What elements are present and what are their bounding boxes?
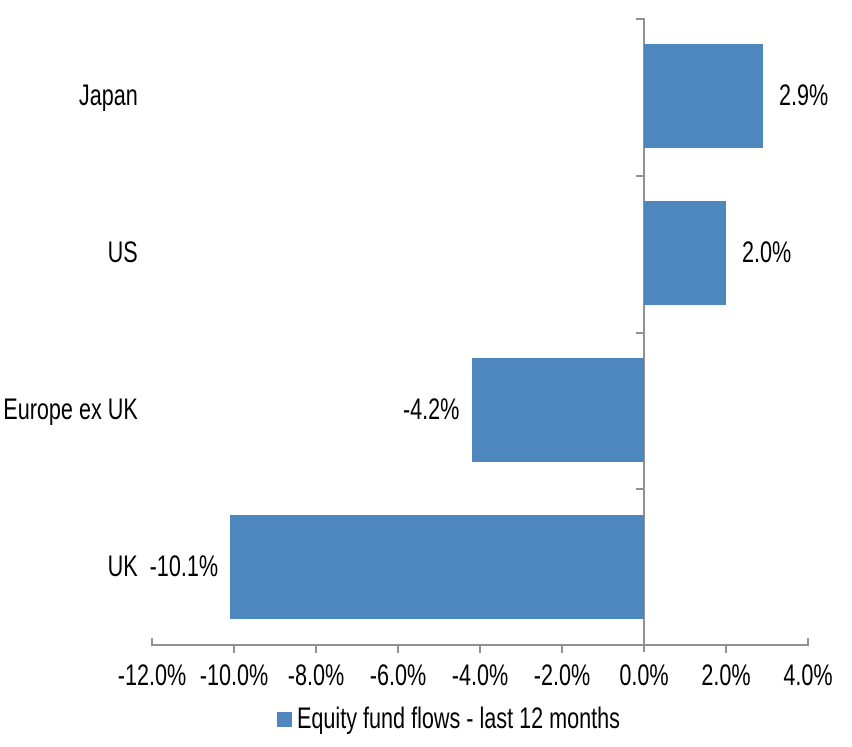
- bar-europe-ex-uk: [471, 357, 644, 462]
- x-axis-tick: [725, 646, 727, 653]
- value-label: -4.2%: [403, 392, 460, 426]
- x-axis-tick: [561, 646, 563, 653]
- x-axis-line: [151, 644, 809, 646]
- x-axis-tick: [315, 646, 317, 653]
- x-axis-end-notch: [151, 638, 153, 644]
- x-axis-tick: [233, 646, 235, 653]
- x-axis-tick: [397, 646, 399, 653]
- bar-uk: [229, 514, 644, 619]
- y-axis-tick: [636, 18, 643, 20]
- x-tick-label: 4.0%: [783, 659, 833, 692]
- y-axis-line: [643, 18, 645, 652]
- x-tick-label: -2.0%: [533, 659, 591, 692]
- category-label: Japan: [79, 79, 138, 113]
- x-tick-label: -10.0%: [199, 659, 269, 692]
- category-label: US: [107, 236, 138, 270]
- x-tick-label: -6.0%: [369, 659, 427, 692]
- legend-label: Equity fund flows - last 12 months: [297, 702, 620, 735]
- bar-japan: [644, 44, 763, 149]
- x-tick-label: -4.0%: [451, 659, 509, 692]
- category-label: Europe ex UK: [3, 392, 138, 426]
- x-axis-end-notch: [807, 638, 809, 644]
- legend-marker-square: [277, 711, 292, 727]
- legend: Equity fund flows - last 12 months: [277, 702, 746, 735]
- x-tick-label: -8.0%: [287, 659, 345, 692]
- value-label: 2.9%: [778, 79, 829, 113]
- y-axis-tick: [636, 174, 643, 177]
- value-label: -10.1%: [149, 549, 218, 583]
- value-label: 2.0%: [742, 236, 792, 270]
- x-axis-tick: [479, 646, 481, 653]
- x-tick-label: -12.0%: [117, 659, 187, 692]
- y-axis-tick: [636, 488, 643, 491]
- x-tick-label: 2.0%: [701, 659, 751, 692]
- y-axis-tick: [636, 331, 643, 334]
- bar-us: [644, 201, 726, 306]
- x-tick-label: 0.0%: [619, 659, 669, 692]
- category-label: UK: [107, 549, 138, 583]
